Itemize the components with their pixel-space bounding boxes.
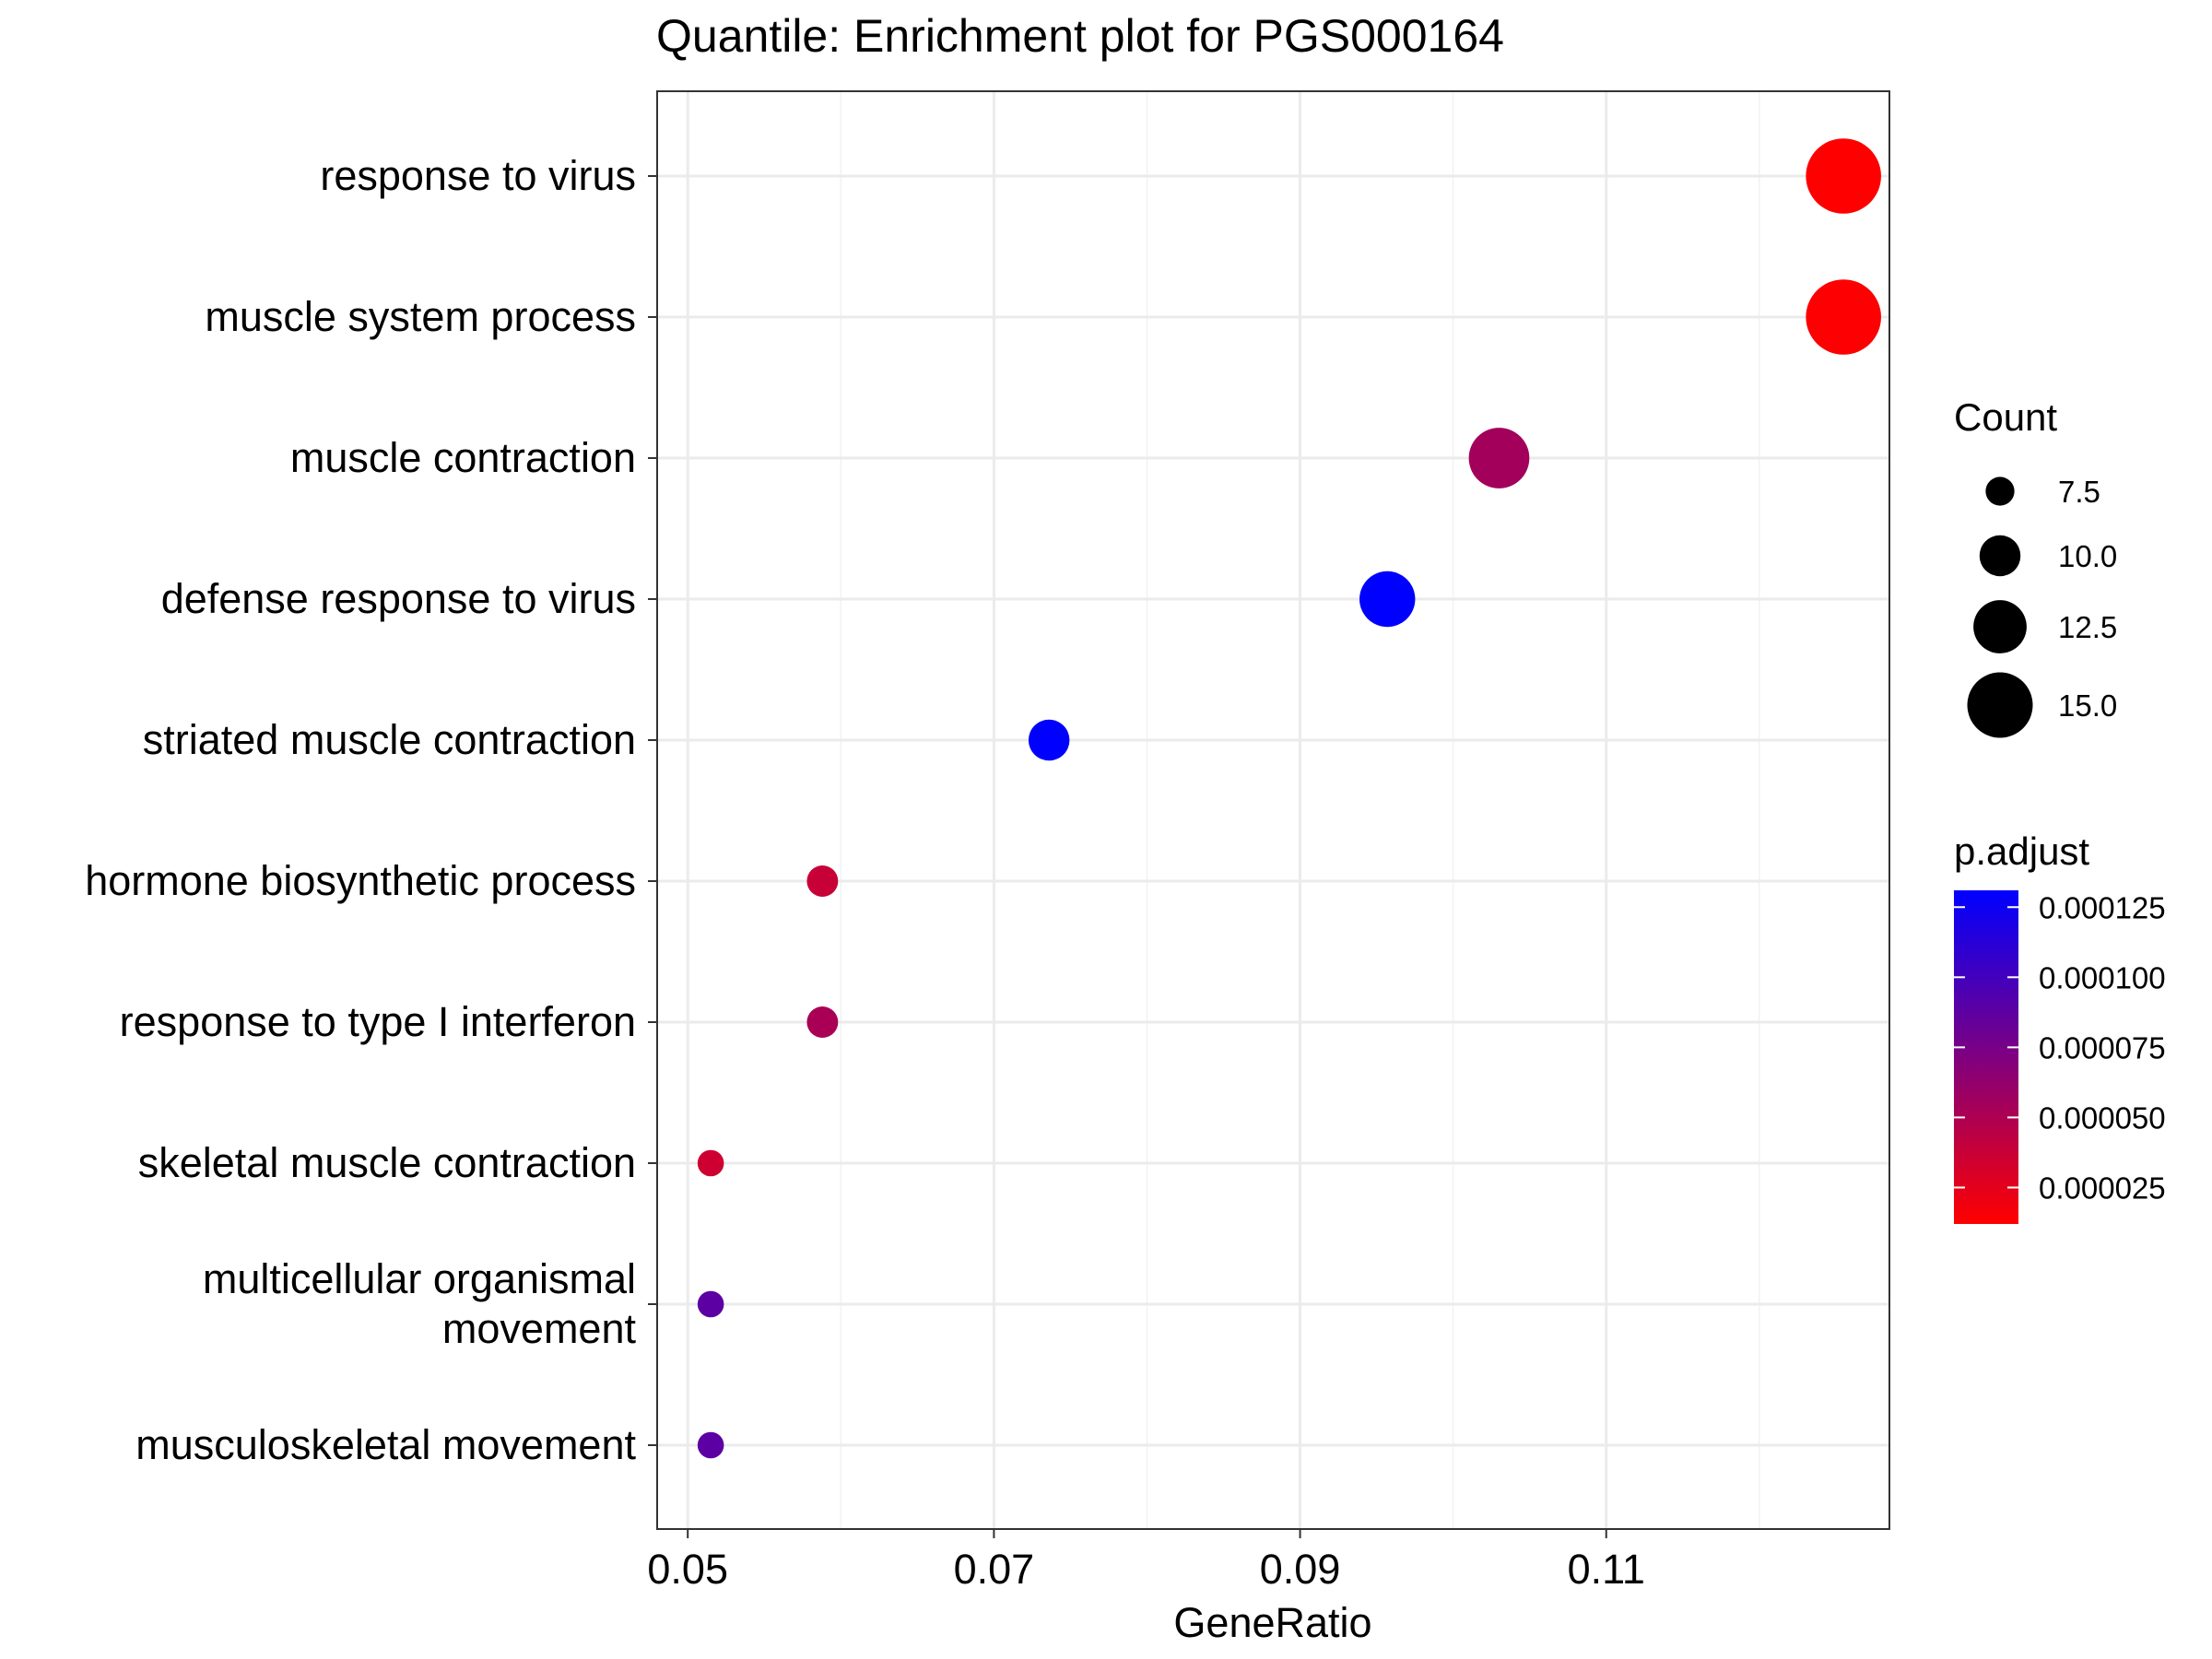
point-multicellular-organismal-movement — [697, 1290, 724, 1318]
y-tick-label: striated muscle contraction — [143, 716, 636, 763]
point-response-to-type-i-interferon — [806, 1006, 839, 1038]
y-tick-label: defense response to virus — [161, 575, 636, 622]
x-axis-title: GeneRatio — [1173, 1599, 1371, 1646]
size-legend-label: 7.5 — [2058, 475, 2100, 509]
y-tick-label: response to type I interferon — [120, 998, 636, 1045]
point-muscle-contraction — [1468, 428, 1530, 488]
y-tick-label: muscle system process — [205, 293, 636, 340]
y-tick-label-line: skeletal muscle contraction — [138, 1139, 636, 1186]
y-tick-label-line: response to virus — [320, 152, 636, 199]
plot-panel-border — [656, 90, 1890, 1530]
x-tick-label: 0.11 — [1568, 1546, 1645, 1593]
y-tick-label-line: response to type I interferon — [120, 998, 636, 1045]
y-tick-label-line: defense response to virus — [161, 575, 636, 622]
x-tick-label: 0.05 — [647, 1546, 728, 1593]
point-muscle-system-process — [1806, 279, 1881, 355]
y-tick-label: musculoskeletal movement — [135, 1421, 636, 1468]
size-legend-label: 12.5 — [2058, 610, 2117, 644]
point-defense-response-to-virus — [1359, 571, 1416, 628]
y-axis: response to virus muscle system process mu… — [85, 152, 657, 1468]
size-legend-key — [1979, 535, 2021, 577]
color-legend: p.adjust 0.000025 0.000050 0.000075 0.00010… — [1954, 830, 2166, 1224]
color-legend-title: p.adjust — [1954, 830, 2089, 873]
x-axis: 0.05 0.07 0.09 0.11 — [647, 1529, 1645, 1593]
point-skeletal-muscle-contraction — [697, 1149, 724, 1177]
x-tick-label: 0.07 — [954, 1546, 1035, 1593]
y-tick-label: skeletal muscle contraction — [138, 1139, 636, 1186]
point-musculoskeletal-movement — [697, 1431, 724, 1459]
y-tick-label-line: hormone biosynthetic process — [85, 857, 636, 904]
color-legend-bar — [1954, 890, 2018, 1224]
chart-title: Quantile: Enrichment plot for PGS000164 — [656, 10, 1504, 62]
y-tick-label-line: muscle contraction — [290, 434, 636, 481]
size-legend: Count 7.5 10.0 12.5 15.0 — [1954, 395, 2117, 738]
y-tick-label-line: striated muscle contraction — [143, 716, 636, 763]
size-legend-key — [1973, 600, 2027, 653]
size-legend-label: 15.0 — [2058, 688, 2117, 723]
x-tick-label: 0.09 — [1260, 1546, 1341, 1593]
size-legend-key — [1985, 477, 2015, 506]
color-legend-label: 0.000075 — [2039, 1030, 2166, 1065]
y-tick-label-line: movement — [442, 1305, 637, 1352]
point-response-to-virus — [1806, 138, 1881, 214]
y-tick-label: multicellular organismal movement — [203, 1255, 637, 1352]
size-legend-title: Count — [1954, 395, 2057, 439]
color-legend-label: 0.000025 — [2039, 1171, 2166, 1205]
y-tick-label: response to virus — [320, 152, 636, 199]
grid-lines — [657, 91, 1889, 1529]
y-tick-label: hormone biosynthetic process — [85, 857, 636, 904]
point-striated-muscle-contraction — [1028, 719, 1070, 761]
color-legend-label: 0.000050 — [2039, 1100, 2166, 1135]
color-legend-label: 0.000125 — [2039, 890, 2166, 924]
y-tick-label: muscle contraction — [290, 434, 636, 481]
y-tick-label-line: musculoskeletal movement — [135, 1421, 636, 1468]
y-tick-label-line: multicellular organismal — [203, 1255, 636, 1302]
size-legend-key — [1967, 672, 2033, 738]
y-tick-label-line: muscle system process — [205, 293, 636, 340]
size-legend-label: 10.0 — [2058, 539, 2117, 573]
point-hormone-biosynthetic-process — [806, 865, 839, 897]
color-legend-label: 0.000100 — [2039, 960, 2166, 994]
data-points — [697, 138, 1881, 1459]
